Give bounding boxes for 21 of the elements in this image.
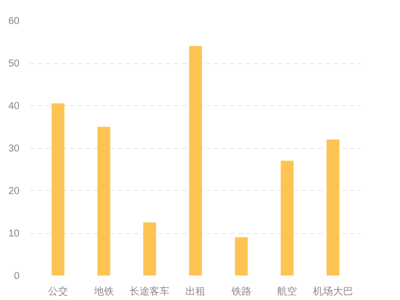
bar	[52, 103, 64, 276]
y-tick-label: 30	[8, 144, 20, 154]
y-tick-label: 20	[8, 186, 20, 197]
x-tick-label: 航空	[277, 286, 298, 298]
y-tick-label: 10	[8, 228, 20, 240]
y-tick-label: 0	[14, 271, 20, 282]
y-tick-label: 60	[8, 16, 20, 27]
x-tick-label: 地铁	[92, 286, 114, 298]
x-tick-label: 出租	[186, 286, 206, 298]
x-tick-label: 机场大巴	[313, 286, 353, 298]
x-tick-label: 公交	[48, 286, 68, 298]
bar	[280, 160, 294, 276]
x-tick-label: 长途客车	[130, 286, 170, 298]
bar	[326, 140, 340, 276]
bar	[143, 222, 156, 276]
y-tick-label: 50	[8, 58, 20, 70]
x-tick-label: 铁路	[230, 286, 252, 298]
y-tick-label: 40	[8, 101, 20, 112]
bar	[189, 46, 202, 276]
bar	[234, 237, 248, 276]
bar	[97, 126, 110, 276]
